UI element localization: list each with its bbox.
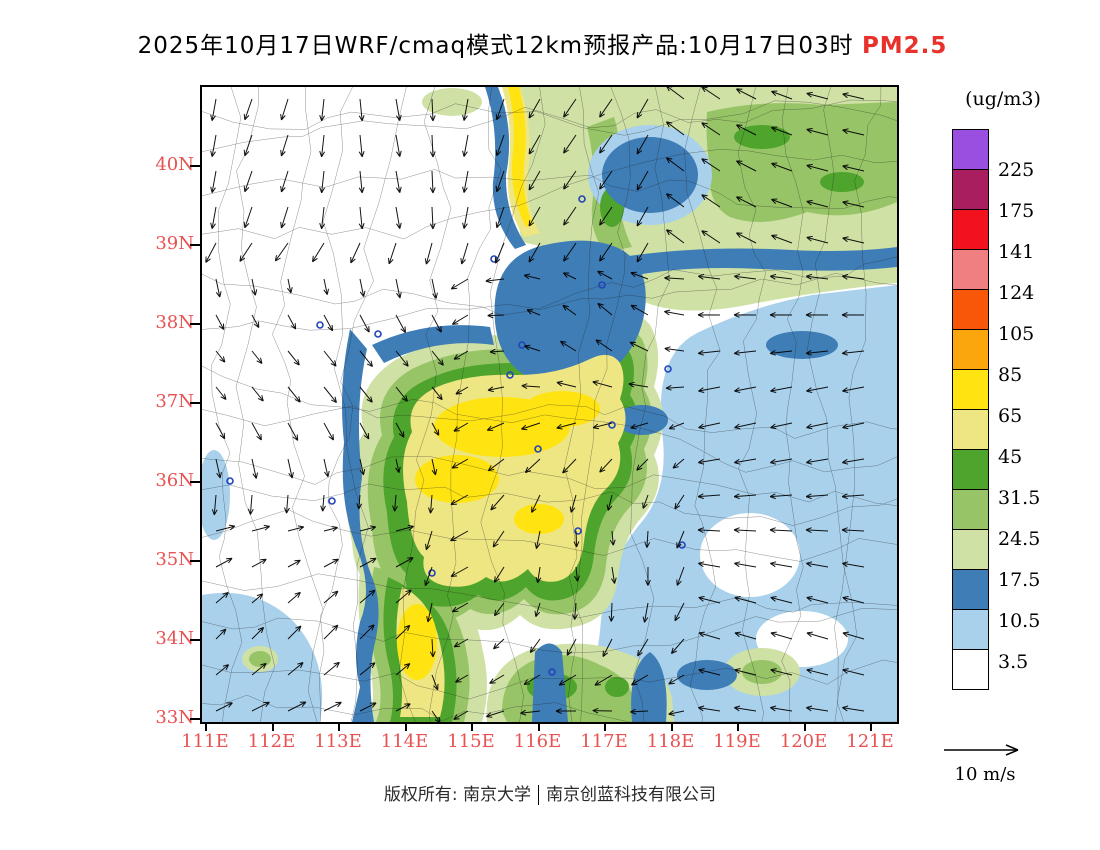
lon-tick [803, 722, 806, 731]
legend-color-cell [952, 369, 989, 410]
lat-label: 33N [155, 707, 194, 728]
legend-color-cell [952, 169, 989, 210]
legend-value-label: 24.5 [998, 528, 1041, 550]
lon-tick [404, 722, 407, 731]
lat-label: 34N [155, 628, 194, 649]
lat-label: 37N [155, 391, 194, 412]
legend-value-label: 175 [998, 200, 1035, 222]
city-markers [226, 195, 686, 676]
lon-tick [737, 722, 739, 731]
legend-color-cell [952, 449, 989, 490]
lon-tick [338, 722, 340, 731]
legend-value-label: 31.5 [998, 487, 1041, 509]
lon-label: 114E [380, 731, 429, 752]
legend-value-label: 85 [998, 364, 1023, 386]
legend-color-cell [952, 329, 989, 370]
legend-color-cell [952, 129, 989, 170]
lon-label: 116E [513, 731, 562, 752]
lat-tick [190, 165, 200, 167]
lon-tick [271, 722, 274, 731]
lon-tick [670, 722, 673, 731]
lat-tick [190, 560, 200, 562]
colorbar [952, 129, 989, 690]
admin-boundaries [201, 86, 933, 757]
legend-color-cell [952, 609, 989, 650]
wind-arrows [205, 85, 865, 724]
legend-value-label: 3.5 [998, 651, 1029, 673]
lat-tick [190, 244, 200, 246]
lat-label: 36N [155, 470, 194, 491]
legend-value-label: 45 [998, 446, 1023, 468]
lat-tick [190, 402, 200, 404]
legend-color-cell [952, 409, 989, 450]
lat-tick [190, 323, 200, 325]
wind-scale-arrow [944, 744, 1019, 756]
map-plot-area [198, 85, 933, 757]
legend-value-label: 141 [998, 241, 1035, 263]
lat-label: 35N [155, 549, 194, 570]
legend-color-cell [952, 489, 989, 530]
lon-tick [870, 722, 872, 731]
lat-tick [190, 718, 200, 720]
forecast-map [198, 85, 933, 757]
pollutant-label: PM2.5 [861, 33, 948, 59]
lat-tick [190, 481, 200, 483]
page-title: 2025年10月17日WRF/cmaq模式12km预报产品:10月17日03时 … [0, 26, 1085, 60]
legend-value-label: 10.5 [998, 610, 1041, 632]
legend-color-cell [952, 649, 989, 690]
lat-label: 39N [155, 233, 194, 254]
lon-tick [537, 722, 540, 731]
lon-label: 117E [580, 731, 628, 752]
lon-tick [205, 722, 207, 731]
wind-scale-label: 10 m/s [954, 764, 1016, 785]
legend-color-cell [952, 529, 989, 570]
lon-label: 120E [779, 731, 828, 752]
pm25-field [198, 87, 897, 722]
lon-label: 119E [713, 731, 761, 752]
legend-value-label: 65 [998, 405, 1023, 427]
legend-value-label: 105 [998, 323, 1035, 345]
copyright-footer: 版权所有: 南京大学 南京创蓝科技有限公司 [0, 780, 1100, 805]
legend-unit-label: (ug/m3) [965, 88, 1041, 110]
legend-value-label: 124 [998, 282, 1035, 304]
legend-color-cell [952, 209, 989, 250]
lon-label: 113E [314, 731, 362, 752]
legend-color-cell [952, 249, 989, 290]
lat-label: 40N [155, 154, 194, 175]
lon-tick [604, 722, 606, 731]
lon-label: 111E [181, 731, 229, 752]
lat-tick [190, 639, 200, 641]
legend-color-cell [952, 569, 989, 610]
footer-left: 版权所有: 南京大学 [383, 785, 532, 805]
footer-divider [538, 785, 540, 805]
legend-value-label: 17.5 [998, 569, 1041, 591]
lon-label: 118E [646, 731, 695, 752]
title-text: 2025年10月17日WRF/cmaq模式12km预报产品:10月17日03时 [137, 33, 854, 59]
lon-label: 112E [247, 731, 296, 752]
footer-right: 南京创蓝科技有限公司 [546, 785, 717, 805]
lon-label: 121E [846, 731, 894, 752]
lon-label: 115E [447, 731, 495, 752]
lat-label: 38N [155, 312, 194, 333]
lon-tick [471, 722, 473, 731]
legend-value-label: 225 [998, 159, 1035, 181]
legend-color-cell [952, 289, 989, 330]
